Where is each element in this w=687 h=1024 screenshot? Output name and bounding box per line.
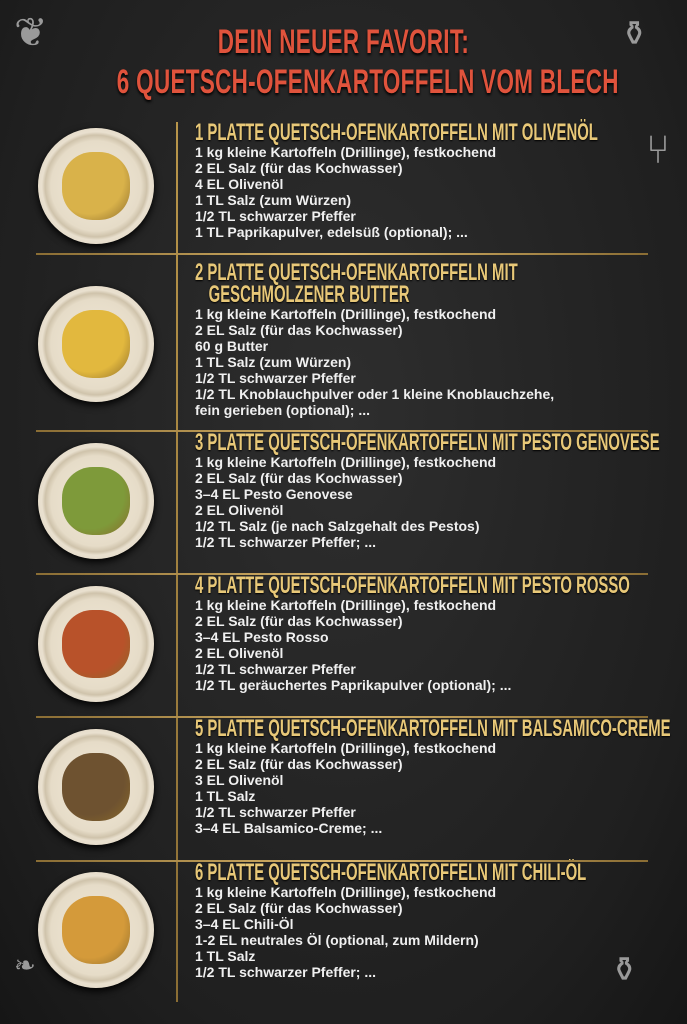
ingredient-item: 1 kg kleine Kartoffeln (Drillinge), fest… [195, 454, 497, 470]
potatoes-image [62, 151, 130, 220]
recipe-text: 6 PLATTE QUETSCH-OFENKARTOFFELN MIT CHIL… [195, 859, 655, 981]
ingredient-item: 1 TL Salz [195, 788, 256, 804]
recipe-text: 1 PLATTE QUETSCH-OFENKARTOFFELN MIT OLIV… [195, 119, 655, 241]
recipe-section: 1 PLATTE QUETSCH-OFENKARTOFFELN MIT OLIV… [36, 121, 648, 253]
ingredient-item: 1 kg kleine Kartoffeln (Drillinge), fest… [195, 144, 497, 160]
ingredient-item: 2 EL Salz (für das Kochwasser) [195, 613, 403, 629]
potatoes-image [62, 896, 130, 964]
potato-plate-image [38, 127, 154, 244]
recipe-heading: GESCHMOLZENER BUTTER [208, 281, 410, 308]
ingredient-item: 1 kg kleine Kartoffeln (Drillinge), fest… [195, 306, 497, 322]
ingredient-item: 2 EL Olivenöl [195, 502, 284, 518]
section-divider [36, 716, 648, 718]
recipe-section: 4 PLATTE QUETSCH-OFENKARTOFFELN MIT PEST… [36, 574, 648, 716]
ingredient-item: 1-2 EL neutrales Öl (optional, zum Milde… [195, 932, 479, 948]
ingredient-item: 1/2 TL schwarzer Pfeffer; ... [195, 534, 377, 550]
section-divider [36, 430, 648, 432]
ingredient-item: 3–4 EL Balsamico-Creme; ... [195, 820, 383, 836]
recipe-text: 5 PLATTE QUETSCH-OFENKARTOFFELN MIT BALS… [195, 715, 671, 837]
ingredient-item: 1 kg kleine Kartoffeln (Drillinge), fest… [195, 597, 497, 613]
potatoes-image [62, 609, 130, 678]
ingredient-item: 60 g Butter [195, 338, 269, 354]
ingredient-item: 1 TL Salz [195, 948, 256, 964]
ingredient-item: 1/2 TL schwarzer Pfeffer; ... [195, 964, 377, 980]
ingredient-item: 1 kg kleine Kartoffeln (Drillinge), fest… [195, 740, 497, 756]
ingredient-item: 1 TL Salz (zum Würzen) [195, 354, 352, 370]
recipe-heading: 6 PLATTE QUETSCH-OFENKARTOFFELN MIT CHIL… [195, 859, 587, 886]
title-line-2: 6 QUETSCH-OFENKARTOFFELN VOM BLECH [116, 63, 619, 101]
ingredient-item: fein gerieben (optional); ... [195, 402, 370, 418]
ingredient-item: 2 EL Salz (für das Kochwasser) [195, 322, 403, 338]
fork-icon: ⑂ [646, 128, 670, 172]
ingredient-item: 2 EL Salz (für das Kochwasser) [195, 470, 403, 486]
potatoes-image [62, 310, 130, 378]
vertical-divider [176, 122, 178, 1002]
ingredient-item: 2 EL Salz (für das Kochwasser) [195, 160, 403, 176]
page-title: DEIN NEUER FAVORIT: 6 QUETSCH-OFENKARTOF… [0, 22, 687, 102]
ingredient-item: 1/2 TL Knoblauchpulver oder 1 kleine Kno… [195, 386, 555, 402]
potato-icon: ❧ [14, 950, 36, 980]
ingredient-item: 3 EL Olivenöl [195, 772, 284, 788]
ingredient-item: 1/2 TL schwarzer Pfeffer [195, 661, 356, 677]
ingredient-item: 1/2 TL schwarzer Pfeffer [195, 804, 356, 820]
recipe-section: 2 PLATTE QUETSCH-OFENKARTOFFELN MIT GESCH… [36, 261, 648, 430]
spice-jar-icon: ⚱ [610, 951, 639, 989]
ingredient-item: 4 EL Olivenöl [195, 176, 284, 192]
spice-jar-icon: ⚱ [620, 15, 649, 53]
potato-plate-image [38, 286, 154, 402]
ingredient-item: 1 kg kleine Kartoffeln (Drillinge), fest… [195, 884, 497, 900]
ingredient-item: 1/2 TL geräuchertes Paprikapulver (optio… [195, 677, 512, 693]
ingredient-item: 3–4 EL Chili-Öl [195, 916, 294, 932]
recipe-text: 3 PLATTE QUETSCH-OFENKARTOFFELN MIT PEST… [195, 429, 660, 551]
ingredient-item: 2 EL Salz (für das Kochwasser) [195, 756, 403, 772]
potatoes-image [62, 753, 130, 821]
herb-icon: ❦ [14, 11, 48, 55]
ingredient-item: 2 EL Salz (für das Kochwasser) [195, 900, 403, 916]
ingredient-item: 1/2 TL schwarzer Pfeffer [195, 370, 356, 386]
potatoes-image [62, 466, 130, 535]
potato-plate-image [38, 585, 154, 702]
recipe-section: 6 PLATTE QUETSCH-OFENKARTOFFELN MIT CHIL… [36, 861, 648, 1002]
ingredient-item: 1 TL Paprikapulver, edelsüß (optional); … [195, 224, 468, 240]
title-line-1: DEIN NEUER FAVORIT: [217, 23, 470, 61]
potato-plate-image [38, 872, 154, 988]
section-divider [36, 860, 648, 862]
recipe-text: 4 PLATTE QUETSCH-OFENKARTOFFELN MIT PEST… [195, 572, 655, 694]
recipe-heading: 2 PLATTE QUETSCH-OFENKARTOFFELN MIT [195, 259, 518, 286]
recipe-heading: 5 PLATTE QUETSCH-OFENKARTOFFELN MIT BALS… [195, 715, 671, 742]
recipe-text: 2 PLATTE QUETSCH-OFENKARTOFFELN MIT GESCH… [195, 259, 655, 419]
ingredient-item: 1/2 TL Salz (je nach Salzgehalt des Pest… [195, 518, 480, 534]
ingredient-item: 3–4 EL Pesto Rosso [195, 629, 329, 645]
ingredient-item: 2 EL Olivenöl [195, 645, 284, 661]
recipe-heading: 3 PLATTE QUETSCH-OFENKARTOFFELN MIT PEST… [195, 429, 660, 456]
potato-plate-image [38, 729, 154, 845]
recipe-section: 3 PLATTE QUETSCH-OFENKARTOFFELN MIT PEST… [36, 431, 660, 573]
ingredient-item: 1 TL Salz (zum Würzen) [195, 192, 352, 208]
section-divider [36, 253, 648, 255]
section-divider [36, 573, 648, 575]
recipe-section: 5 PLATTE QUETSCH-OFENKARTOFFELN MIT BALS… [36, 717, 671, 860]
recipe-heading: 4 PLATTE QUETSCH-OFENKARTOFFELN MIT PEST… [195, 572, 630, 599]
recipe-heading: 1 PLATTE QUETSCH-OFENKARTOFFELN MIT OLIV… [195, 119, 598, 146]
ingredient-item: 3–4 EL Pesto Genovese [195, 486, 353, 502]
ingredient-item: 1/2 TL schwarzer Pfeffer [195, 208, 356, 224]
potato-plate-image [38, 442, 154, 559]
